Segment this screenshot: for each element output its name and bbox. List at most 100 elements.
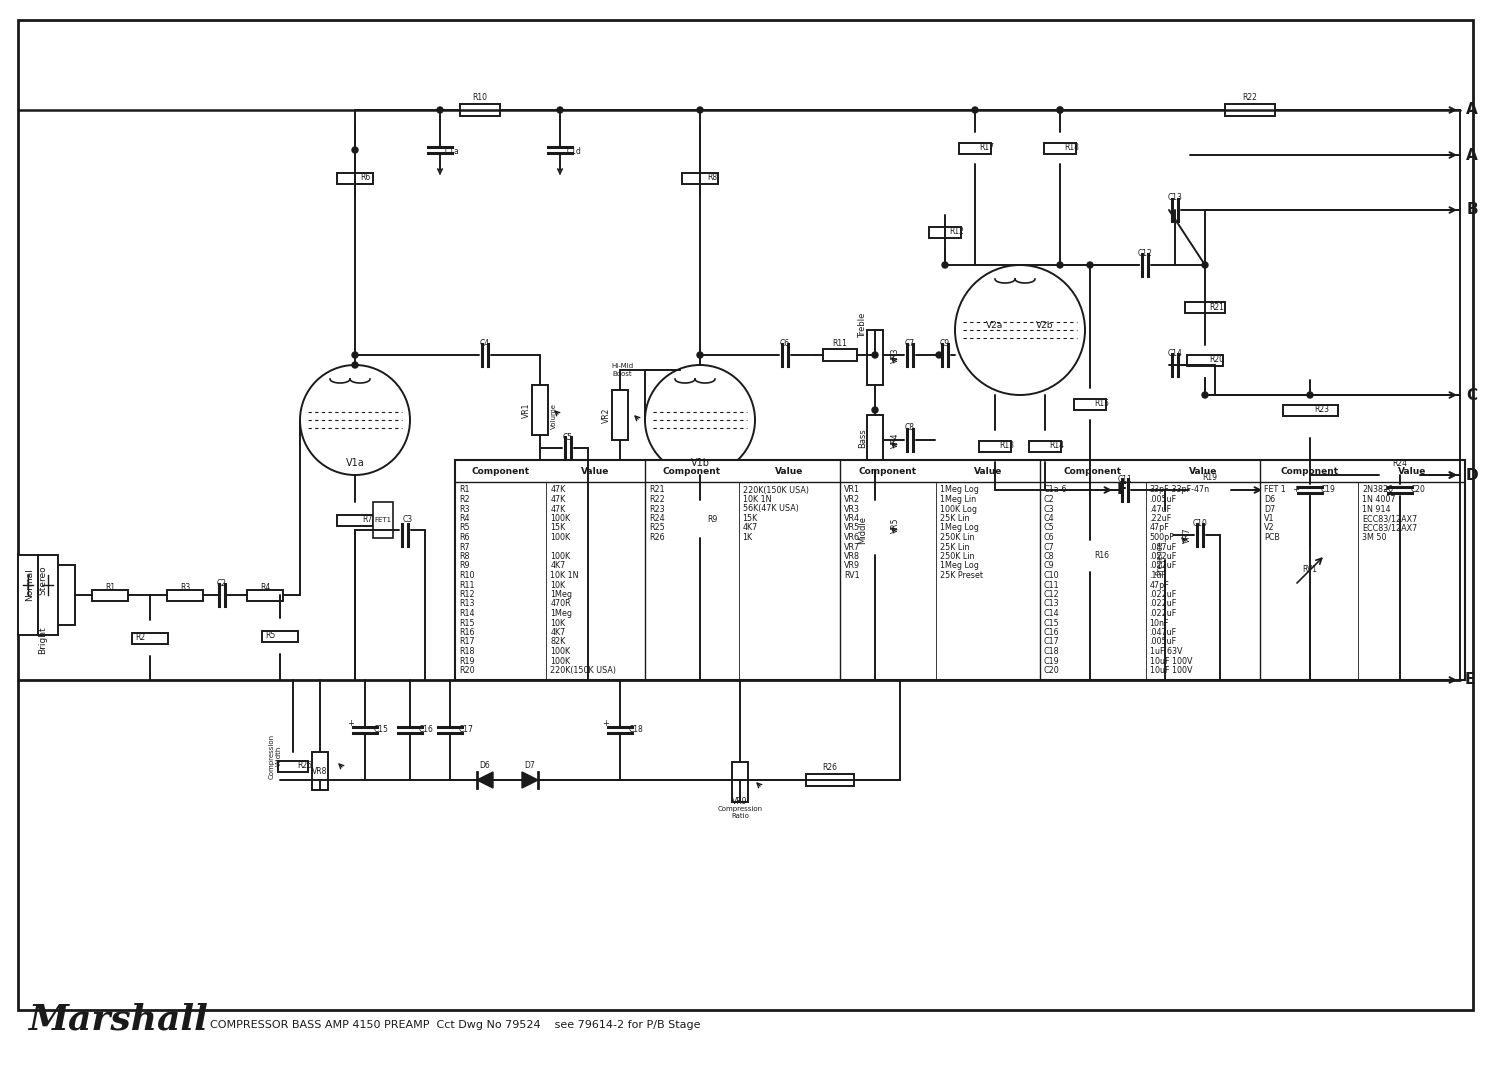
Polygon shape — [522, 772, 538, 788]
Text: R10: R10 — [472, 93, 488, 103]
Text: RV1: RV1 — [844, 571, 859, 580]
Text: 33pF-33pF-47n: 33pF-33pF-47n — [1149, 485, 1209, 495]
Circle shape — [1202, 392, 1208, 398]
Text: C7: C7 — [904, 338, 915, 347]
Text: C14: C14 — [1167, 348, 1182, 358]
Text: 10K: 10K — [550, 580, 566, 589]
Text: R13: R13 — [999, 441, 1014, 451]
Text: R25: R25 — [650, 524, 664, 532]
Circle shape — [942, 262, 948, 268]
Text: F: F — [1118, 483, 1126, 498]
Text: R2: R2 — [459, 495, 470, 504]
FancyBboxPatch shape — [867, 500, 883, 555]
FancyBboxPatch shape — [980, 440, 1011, 452]
Text: 10uF 100V: 10uF 100V — [1149, 657, 1192, 665]
Circle shape — [698, 352, 703, 358]
Text: A: A — [1466, 148, 1478, 163]
FancyBboxPatch shape — [338, 514, 374, 526]
Circle shape — [871, 352, 877, 358]
Text: 220K(150K USA): 220K(150K USA) — [742, 485, 808, 495]
Text: C13: C13 — [1167, 194, 1182, 202]
Text: VR9: VR9 — [844, 561, 859, 571]
Text: D7: D7 — [1264, 504, 1275, 513]
Text: 4K7: 4K7 — [550, 561, 566, 571]
Text: Component: Component — [1064, 467, 1122, 476]
Text: C20: C20 — [1044, 666, 1059, 675]
Text: COMPRESSOR BASS AMP 4150 PREAMP  Cct Dwg No 79524    see 79614-2 for P/B Stage: COMPRESSOR BASS AMP 4150 PREAMP Cct Dwg … — [210, 1020, 700, 1030]
Text: 470R: 470R — [550, 600, 572, 608]
Circle shape — [1058, 262, 1064, 268]
Text: +: + — [348, 720, 354, 728]
Text: 1Meg: 1Meg — [550, 590, 572, 599]
Text: FET 1: FET 1 — [1264, 485, 1286, 495]
FancyBboxPatch shape — [18, 555, 38, 635]
Text: 4K7: 4K7 — [742, 524, 758, 532]
Text: .47uF: .47uF — [1149, 504, 1172, 513]
Text: .047uF: .047uF — [1149, 543, 1176, 552]
Text: C3: C3 — [404, 515, 412, 525]
FancyBboxPatch shape — [1185, 302, 1225, 313]
Text: R5: R5 — [459, 524, 470, 532]
Text: C18: C18 — [1044, 647, 1059, 657]
Text: C2: C2 — [217, 578, 226, 588]
Text: 10uF 100V: 10uF 100V — [1149, 666, 1192, 675]
Text: VR7: VR7 — [1182, 527, 1191, 543]
Text: R23: R23 — [650, 504, 664, 513]
Text: C20: C20 — [1410, 485, 1425, 495]
Text: V2: V2 — [1264, 524, 1275, 532]
Text: R13: R13 — [459, 600, 474, 608]
FancyBboxPatch shape — [38, 555, 58, 635]
Text: .022uF: .022uF — [1149, 609, 1178, 618]
Text: Middle: Middle — [858, 516, 867, 544]
Text: C10: C10 — [1192, 518, 1208, 528]
Text: C11: C11 — [1118, 474, 1132, 483]
FancyBboxPatch shape — [1044, 142, 1076, 153]
Text: R9: R9 — [706, 515, 717, 525]
FancyBboxPatch shape — [958, 142, 992, 153]
Text: Value: Value — [776, 467, 804, 476]
Text: R11: R11 — [459, 580, 474, 589]
Text: C8: C8 — [1044, 552, 1054, 561]
Text: R23: R23 — [1314, 406, 1329, 414]
FancyBboxPatch shape — [262, 631, 298, 642]
Text: ECC83/12AX7: ECC83/12AX7 — [1362, 514, 1418, 523]
Text: Compression
Width: Compression Width — [268, 734, 282, 779]
Circle shape — [1202, 262, 1208, 268]
FancyBboxPatch shape — [1186, 355, 1222, 365]
Text: C10: C10 — [1044, 571, 1059, 580]
FancyBboxPatch shape — [1156, 510, 1173, 560]
Text: R14: R14 — [459, 609, 474, 618]
Text: R3: R3 — [459, 504, 470, 513]
Text: R15: R15 — [459, 618, 474, 628]
Text: R4: R4 — [459, 514, 470, 523]
Text: R4: R4 — [260, 583, 270, 591]
Text: +: + — [1293, 485, 1299, 495]
Circle shape — [556, 107, 562, 114]
FancyBboxPatch shape — [867, 330, 883, 384]
Text: V2b: V2b — [1036, 320, 1053, 330]
Text: C6: C6 — [1044, 533, 1054, 542]
Text: D6: D6 — [1264, 495, 1275, 504]
Text: VR1: VR1 — [522, 403, 531, 418]
Text: VR2: VR2 — [844, 495, 859, 504]
Text: R22: R22 — [650, 495, 664, 504]
Text: V1b: V1b — [690, 458, 709, 468]
FancyBboxPatch shape — [92, 589, 128, 601]
Text: Marshall: Marshall — [28, 1004, 208, 1037]
Text: R8: R8 — [706, 174, 717, 182]
Text: .022uF: .022uF — [1149, 552, 1178, 561]
Text: 250K Lin: 250K Lin — [940, 533, 975, 542]
Text: C17: C17 — [459, 725, 474, 735]
Circle shape — [300, 365, 410, 476]
Text: +: + — [1383, 485, 1389, 495]
FancyBboxPatch shape — [928, 226, 962, 238]
Text: .022uF: .022uF — [1149, 561, 1178, 571]
Text: C17: C17 — [1044, 637, 1059, 647]
Text: C11: C11 — [1044, 580, 1059, 589]
Text: 100K: 100K — [550, 514, 570, 523]
FancyBboxPatch shape — [532, 384, 548, 435]
Text: Stereo: Stereo — [39, 565, 48, 594]
Text: C12: C12 — [1044, 590, 1059, 599]
FancyBboxPatch shape — [338, 172, 374, 183]
Text: 1N 4007: 1N 4007 — [1362, 495, 1396, 504]
